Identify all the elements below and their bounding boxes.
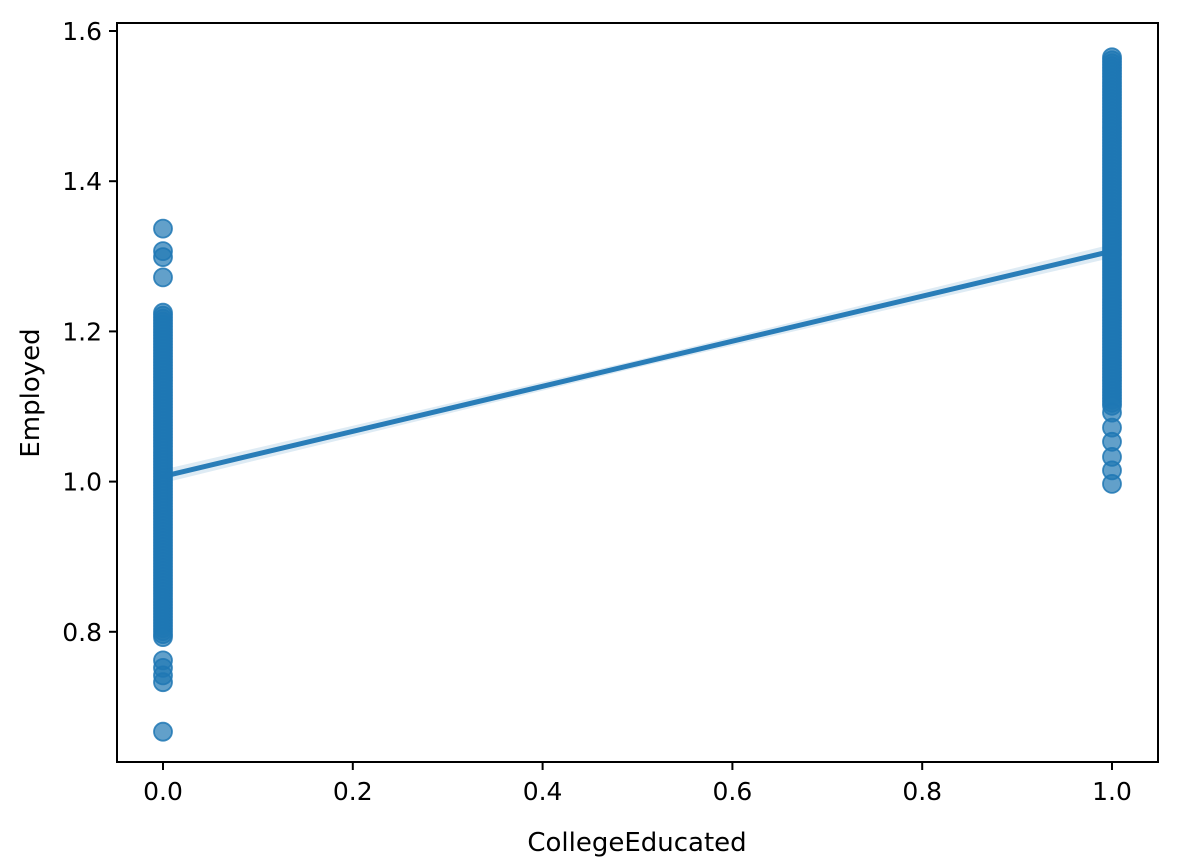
- x-tick-label: 0.6: [713, 777, 753, 806]
- x-tick-label: 0.4: [523, 777, 563, 806]
- scatter-point: [153, 247, 173, 268]
- y-tick-label: 1.2: [62, 317, 102, 346]
- y-tick-label: 1.0: [62, 468, 102, 497]
- x-tick-label: 0.2: [333, 777, 373, 806]
- y-tick-label: 1.6: [62, 17, 102, 46]
- scatter-point: [153, 267, 173, 288]
- x-tick-label: 1.0: [1092, 777, 1132, 806]
- scatter-point: [153, 672, 173, 693]
- scatter-point: [1102, 473, 1122, 494]
- plot-border: [116, 22, 1159, 763]
- y-tick-label: 1.4: [62, 167, 102, 196]
- x-tick-label: 0.8: [902, 777, 942, 806]
- scatter-point: [153, 721, 173, 742]
- y-tick-label: 0.8: [62, 618, 102, 647]
- regression-line: [160, 248, 1115, 479]
- scatter-point: [153, 627, 173, 647]
- scatter-point: [153, 218, 173, 239]
- x-tick-label: 0.0: [143, 777, 183, 806]
